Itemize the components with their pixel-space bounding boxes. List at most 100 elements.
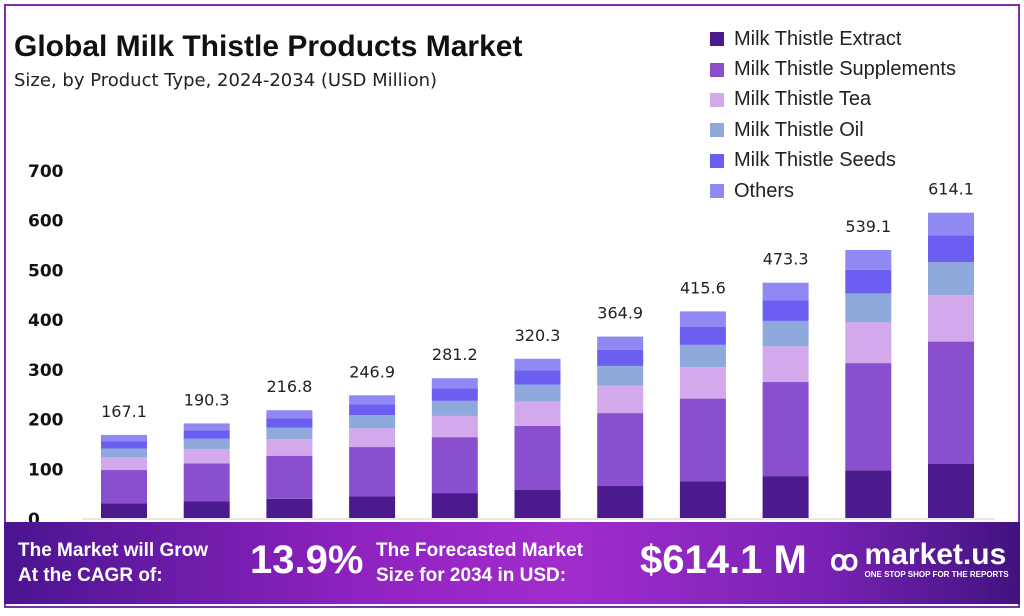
forecast-label-line1: The Forecasted Market <box>376 540 583 561</box>
data-label: 281.2 <box>432 345 478 364</box>
legend-swatch <box>710 123 724 138</box>
legend: Milk Thistle Extract Milk Thistle Supplem… <box>710 24 956 206</box>
forecast-label: The Forecasted Market Size for 2034 in US… <box>376 538 583 588</box>
bar-segment <box>183 423 230 431</box>
data-label: 614.1 <box>928 180 974 199</box>
legend-swatch <box>710 32 724 47</box>
bar-segment <box>762 346 809 383</box>
footer-banner: The Market will Grow At the CAGR of: 13.9… <box>4 522 1020 604</box>
data-label: 216.8 <box>266 377 312 396</box>
bar-segment <box>597 485 644 518</box>
legend-item: Milk Thistle Supplements <box>710 54 956 84</box>
bar-segment <box>266 427 313 440</box>
bar-segment <box>845 293 892 323</box>
logo-tagline: ONE STOP SHOP FOR THE REPORTS <box>864 570 1009 579</box>
bar-segment <box>762 320 809 347</box>
data-label: 473.3 <box>763 250 809 269</box>
data-label: 364.9 <box>597 304 643 323</box>
bar-segment <box>597 336 644 350</box>
chart-title: Global Milk Thistle Products Market <box>14 30 523 63</box>
bar-segment <box>101 448 147 458</box>
bar-segment <box>101 503 147 518</box>
cagr-value: 13.9% <box>250 538 364 582</box>
bar-segment <box>266 455 313 499</box>
bar-segment <box>679 344 726 368</box>
bar-segment <box>431 400 478 416</box>
bar-segment <box>679 481 726 518</box>
bar-segment <box>762 476 809 518</box>
logo: ꝏ market.us ONE STOP SHOP FOR THE REPORTS <box>830 540 1009 580</box>
bar-segment <box>514 358 561 371</box>
legend-label: Milk Thistle Tea <box>734 88 872 111</box>
bar-segment <box>928 341 974 464</box>
logo-text: market.us <box>864 538 1007 571</box>
legend-item: Milk Thistle Extract <box>710 24 956 54</box>
bar-segment <box>597 385 644 414</box>
legend-label: Milk Thistle Seeds <box>734 149 896 172</box>
bar-segment <box>101 434 147 442</box>
legend-label: Milk Thistle Supplements <box>734 58 956 81</box>
bar-segment <box>845 269 892 294</box>
legend-swatch <box>710 62 724 77</box>
cagr-label-line1: The Market will Grow <box>18 540 209 561</box>
bar-segment <box>266 439 313 456</box>
bar-segment <box>431 388 478 401</box>
bar-segment <box>679 398 726 482</box>
y-tick-label: 500 <box>28 261 64 281</box>
data-label: 190.3 <box>184 390 230 409</box>
logo-mark-icon: ꝏ <box>830 544 859 576</box>
bar-segment <box>349 428 396 448</box>
bar-segment <box>928 235 974 263</box>
cagr-label-line2: At the CAGR of: <box>18 565 163 586</box>
legend-label: Milk Thistle Oil <box>734 118 864 141</box>
bar-segment <box>928 295 974 342</box>
bar-segment <box>349 404 396 416</box>
bar-segment <box>183 501 230 518</box>
y-tick-label: 700 <box>28 162 64 182</box>
bar-segment <box>183 430 230 439</box>
legend-label: Others <box>734 179 795 202</box>
bar-segment <box>514 425 561 490</box>
bar-segment <box>762 382 809 477</box>
y-tick-label: 200 <box>28 411 64 431</box>
legend-item: Milk Thistle Tea <box>710 85 956 115</box>
bar-segment <box>431 493 478 518</box>
bar-segment <box>928 463 974 518</box>
bar-segment <box>514 370 561 385</box>
bar-segment <box>183 438 230 449</box>
legend-swatch <box>710 153 724 168</box>
data-label: 246.9 <box>349 362 395 381</box>
bar-segment <box>679 311 726 327</box>
bar-segment <box>349 496 396 518</box>
frame <box>4 4 1020 608</box>
bar-segment <box>597 349 644 366</box>
legend-label: Milk Thistle Extract <box>734 27 902 50</box>
bar-segment <box>762 282 809 301</box>
bar-segment <box>514 384 561 402</box>
bar-segment <box>845 249 892 270</box>
legend-item: Milk Thistle Seeds <box>710 146 956 176</box>
legend-item: Others <box>710 176 956 206</box>
bar-segment <box>183 463 230 502</box>
bar-segment <box>514 489 561 518</box>
legend-swatch <box>710 184 724 199</box>
y-tick-label: 600 <box>28 212 64 232</box>
bar-segment <box>431 437 478 494</box>
bar-segment <box>266 498 313 518</box>
bar-segment <box>679 367 726 399</box>
bar-segment <box>101 441 147 449</box>
data-label: 320.3 <box>515 326 561 345</box>
bar-segment <box>928 212 974 236</box>
bar-segment <box>762 300 809 321</box>
bar-segment <box>845 470 892 518</box>
y-tick-label: 400 <box>28 311 64 331</box>
y-tick-label: 300 <box>28 361 64 381</box>
bar-segment <box>431 378 478 389</box>
bar-segment <box>266 410 313 419</box>
bar-segment <box>845 322 892 364</box>
forecast-value: $614.1 M <box>640 538 807 582</box>
legend-swatch <box>710 92 724 107</box>
bar-segment <box>266 418 313 428</box>
bar-segment <box>597 413 644 486</box>
